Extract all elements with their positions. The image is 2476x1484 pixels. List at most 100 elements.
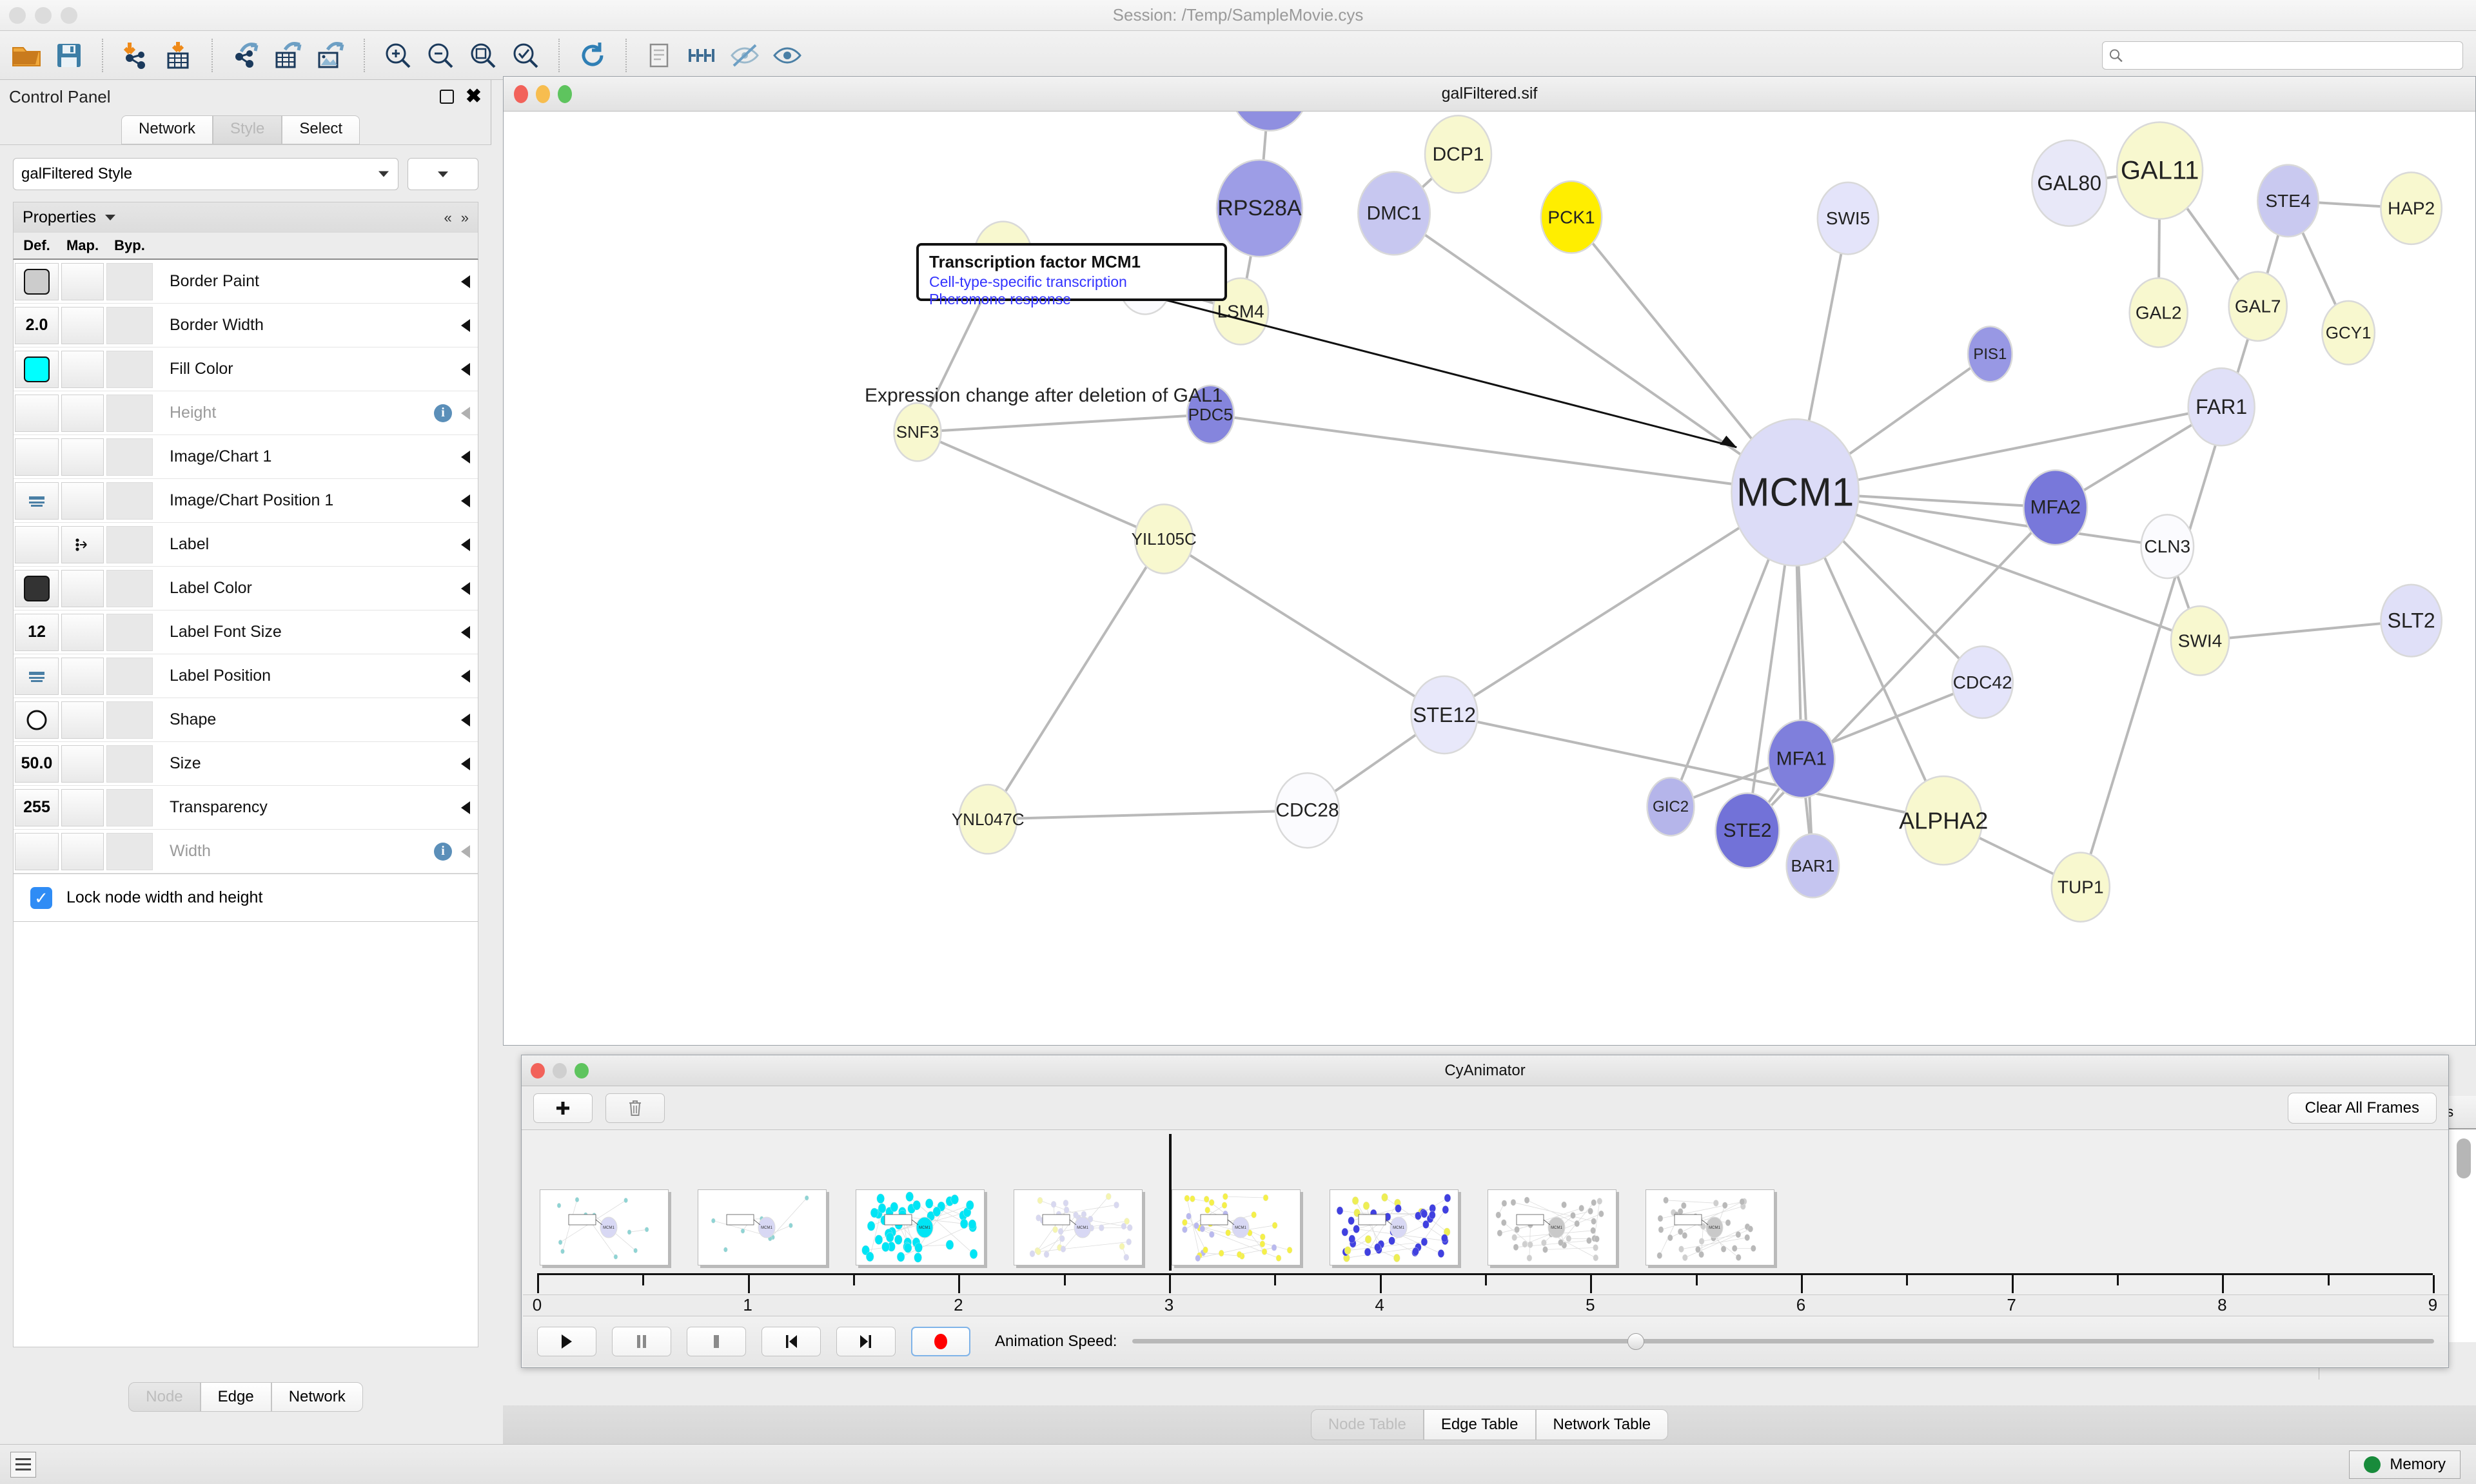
network-edge[interactable]	[1163, 538, 1446, 716]
network-node[interactable]: PIS1	[1967, 326, 2013, 383]
property-default-cell[interactable]	[15, 701, 59, 739]
timeline-frame[interactable]: MCM1	[1172, 1189, 1301, 1265]
property-mapping-cell[interactable]	[61, 438, 104, 476]
property-bypass-cell[interactable]	[106, 525, 153, 563]
zoom-selected-icon[interactable]	[504, 35, 547, 75]
property-mapping-cell[interactable]	[61, 525, 104, 563]
timeline-frame[interactable]: MCM1	[1014, 1189, 1143, 1265]
next-frame-button[interactable]	[836, 1326, 896, 1356]
close-network-button[interactable]	[514, 84, 528, 103]
property-bypass-cell[interactable]	[106, 701, 153, 739]
network-node[interactable]: SNF3	[893, 402, 942, 462]
property-default-cell[interactable]	[15, 394, 59, 432]
scrollbar-thumb[interactable]	[2457, 1138, 2471, 1178]
zoom-out-icon[interactable]	[419, 35, 462, 75]
property-mapping-cell[interactable]	[61, 701, 104, 739]
export-network-icon[interactable]	[224, 35, 267, 75]
network-edge[interactable]	[917, 413, 1211, 434]
network-node[interactable]: MFA2	[2023, 469, 2088, 546]
property-bypass-cell[interactable]	[106, 613, 153, 651]
pause-button[interactable]	[612, 1326, 671, 1356]
tab-node-table[interactable]: Node Table	[1310, 1409, 1424, 1440]
property-bypass-cell[interactable]	[106, 394, 153, 432]
property-bypass-cell[interactable]	[106, 482, 153, 520]
property-default-cell[interactable]	[15, 569, 59, 607]
float-panel-button[interactable]	[439, 90, 454, 104]
property-row[interactable]: Image/Chart 1	[14, 435, 478, 479]
network-graph[interactable]: RPS28B DCP1 RPS28A DMC1 PCK1 SWI5 GAL80 GAL11 ST…	[504, 112, 2475, 1045]
network-node[interactable]: SWI4	[2170, 605, 2230, 676]
animation-speed-slider[interactable]	[1132, 1329, 2434, 1354]
network-edge[interactable]	[917, 431, 1164, 540]
network-node[interactable]: PDC5	[1186, 384, 1235, 445]
timeline-frame[interactable]: MCM1	[1646, 1189, 1774, 1265]
expand-arrow-icon[interactable]	[461, 801, 470, 814]
expand-arrow-icon[interactable]	[461, 406, 470, 420]
node-callout-annotation[interactable]: Transcription factor MCM1 Cell-type-spec…	[916, 243, 1227, 308]
expand-arrow-icon[interactable]	[461, 625, 470, 639]
expand-arrow-icon[interactable]	[461, 362, 470, 376]
network-edge[interactable]	[1443, 491, 1796, 716]
network-node[interactable]: MFA1	[1767, 719, 1836, 799]
minimize-window-button[interactable]	[35, 6, 52, 24]
refresh-icon[interactable]	[571, 35, 614, 75]
property-mapping-cell[interactable]	[61, 394, 104, 432]
tab-edge-table[interactable]: Edge Table	[1423, 1409, 1536, 1440]
property-bypass-cell[interactable]	[106, 788, 153, 826]
network-node[interactable]: TUP1	[2050, 852, 2111, 923]
zoom-in-icon[interactable]	[377, 35, 419, 75]
search-box[interactable]	[2102, 41, 2463, 70]
network-edge[interactable]	[1794, 405, 2222, 494]
property-mapping-cell[interactable]	[61, 657, 104, 695]
property-default-cell[interactable]	[15, 262, 59, 300]
property-mapping-cell[interactable]	[61, 745, 104, 783]
network-node[interactable]: RPS28A	[1215, 159, 1304, 258]
property-row[interactable]: Image/Chart Position 1	[14, 479, 478, 523]
property-mapping-cell[interactable]	[61, 569, 104, 607]
minimize-cyanimator-button[interactable]	[553, 1062, 567, 1079]
property-row[interactable]: Label Color	[14, 567, 478, 610]
search-input[interactable]	[2127, 48, 2456, 63]
maximize-network-button[interactable]	[558, 84, 572, 103]
add-frame-button[interactable]	[533, 1093, 593, 1123]
network-edge[interactable]	[1210, 413, 1796, 494]
expand-arrow-icon[interactable]	[461, 450, 470, 464]
maximize-cyanimator-button[interactable]	[575, 1062, 589, 1079]
style-tab-edge[interactable]: Edge	[200, 1382, 271, 1412]
property-mapping-cell[interactable]	[61, 306, 104, 344]
expand-arrow-icon[interactable]	[461, 713, 470, 727]
import-table-icon[interactable]	[157, 35, 200, 75]
network-node[interactable]: GAL80	[2031, 139, 2108, 227]
style-select[interactable]: galFiltered Style	[13, 158, 398, 190]
property-row[interactable]: 255 Transparency	[14, 786, 478, 830]
table-scrollbar[interactable]	[2457, 1138, 2471, 1332]
tab-select[interactable]: Select	[282, 115, 360, 144]
property-bypass-cell[interactable]	[106, 745, 153, 783]
network-node[interactable]: YIL105C	[1132, 503, 1197, 574]
maximize-window-button[interactable]	[61, 6, 77, 24]
property-default-cell[interactable]: 12	[15, 613, 59, 651]
property-row[interactable]: Width i	[14, 830, 478, 874]
import-network-icon[interactable]	[115, 35, 157, 75]
clear-all-frames-button[interactable]: Clear All Frames	[2287, 1092, 2437, 1124]
expand-arrow-icon[interactable]	[461, 275, 470, 288]
delete-frame-button[interactable]	[605, 1093, 665, 1123]
export-table-icon[interactable]	[267, 35, 310, 75]
network-node[interactable]: GAL7	[2228, 271, 2288, 342]
record-button[interactable]	[911, 1326, 970, 1356]
lock-node-size-row[interactable]: ✓ Lock node width and height	[13, 874, 478, 922]
style-options-menu-button[interactable]	[408, 158, 478, 190]
property-mapping-cell[interactable]	[61, 262, 104, 300]
close-window-button[interactable]	[9, 6, 26, 24]
first-neighbors-icon[interactable]	[681, 35, 723, 75]
property-bypass-cell[interactable]	[106, 350, 153, 388]
open-folder-icon[interactable]	[5, 35, 48, 75]
previous-frame-button[interactable]	[761, 1326, 821, 1356]
property-row[interactable]: 2.0 Border Width	[14, 304, 478, 347]
property-row[interactable]: Fill Color	[14, 347, 478, 391]
network-node[interactable]: STE12	[1410, 675, 1479, 755]
property-row[interactable]: Shape	[14, 698, 478, 742]
play-button[interactable]	[537, 1326, 596, 1356]
property-bypass-cell[interactable]	[106, 438, 153, 476]
network-node[interactable]: DCP1	[1424, 114, 1493, 194]
